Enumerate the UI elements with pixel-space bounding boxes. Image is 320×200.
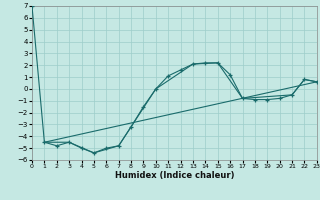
X-axis label: Humidex (Indice chaleur): Humidex (Indice chaleur) <box>115 171 234 180</box>
